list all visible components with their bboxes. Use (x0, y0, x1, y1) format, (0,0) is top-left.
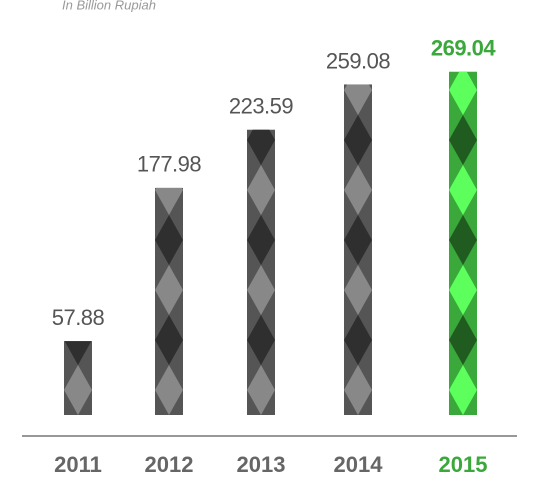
bar-pattern (344, 84, 372, 415)
diamond (449, 215, 477, 265)
diamond (344, 265, 372, 315)
diamond (247, 165, 275, 215)
bar-pattern (155, 187, 183, 415)
bar-pattern (247, 129, 275, 415)
diamond (449, 315, 477, 365)
diamond (64, 365, 92, 415)
diamond (449, 71, 477, 115)
diamond (344, 115, 372, 165)
diamond (155, 265, 183, 315)
diamond (449, 265, 477, 315)
diamond (344, 165, 372, 215)
value-label: 177.98 (137, 152, 202, 177)
diamond (344, 215, 372, 265)
diamond (155, 365, 183, 415)
value-label: 269.04 (431, 36, 497, 61)
bar-pattern (64, 341, 92, 415)
diamond (64, 341, 92, 365)
diamond (449, 165, 477, 215)
diamond (247, 365, 275, 415)
diamond (155, 315, 183, 365)
diamond (247, 215, 275, 265)
diamond (344, 315, 372, 365)
chart-subtitle: In Billion Rupiah (62, 0, 156, 12)
diamond (247, 265, 275, 315)
x-tick-label: 2014 (334, 452, 384, 477)
diamond (344, 84, 372, 115)
diamond (247, 315, 275, 365)
diamond (155, 215, 183, 265)
diamond (344, 365, 372, 415)
x-tick-label: 2011 (54, 452, 102, 477)
diamond (155, 187, 183, 215)
diamond (449, 365, 477, 415)
bar-pattern (449, 71, 477, 415)
x-tick-label: 2015 (439, 452, 488, 477)
x-tick-label: 2012 (145, 452, 194, 477)
diamond (247, 129, 275, 165)
value-label: 57.88 (52, 305, 105, 330)
value-label: 223.59 (229, 94, 294, 119)
value-label: 259.08 (326, 48, 391, 73)
diamond (449, 115, 477, 165)
x-tick-label: 2013 (237, 452, 286, 477)
